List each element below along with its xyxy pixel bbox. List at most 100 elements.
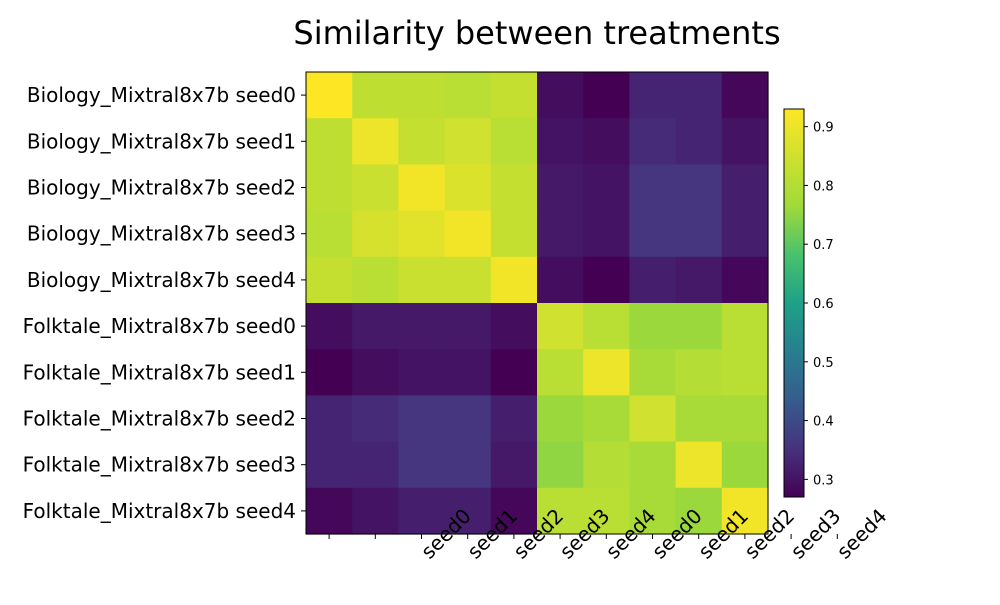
heatmap-cell — [490, 118, 538, 165]
colorbar: 0.3 0.4 0.5 0.6 0.7 0.8 0.9 — [783, 108, 834, 498]
heatmap-cell — [398, 72, 446, 119]
heatmap-cell — [490, 164, 538, 212]
heatmap-cell — [675, 256, 723, 304]
row-label: Biology_Mixtral8x7b seed2 — [27, 176, 296, 200]
heatmap-cell — [352, 72, 399, 119]
heatmap-cell — [352, 395, 399, 443]
row-label: Biology_Mixtral8x7b seed0 — [27, 83, 296, 107]
heatmap-cell — [675, 164, 723, 212]
heatmap-cell — [583, 164, 630, 212]
heatmap-cell — [583, 72, 630, 119]
heatmap-cell — [537, 72, 584, 119]
row-label: Folktale_Mixtral8x7b seed0 — [23, 314, 296, 338]
heatmap-cell — [398, 349, 446, 396]
heatmap-cell — [537, 164, 584, 212]
heatmap-cell — [537, 256, 584, 304]
heatmap-cell — [490, 349, 538, 396]
heatmap-cell — [306, 118, 353, 165]
heatmap-cell — [352, 303, 399, 350]
row-label: Folktale_Mixtral8x7b seed1 — [23, 360, 296, 384]
row-label: Biology_Mixtral8x7b seed3 — [27, 222, 296, 246]
heatmap-cell — [629, 118, 677, 165]
heatmap-cell — [352, 349, 399, 396]
heatmap-cell — [306, 256, 353, 304]
heatmap-cell — [537, 118, 584, 165]
heatmap-cell — [537, 395, 584, 443]
heatmap-cell — [583, 349, 630, 396]
heatmap-cell — [306, 164, 353, 212]
row-label: Biology_Mixtral8x7b seed1 — [27, 129, 296, 153]
heatmap-cell — [490, 72, 538, 119]
heatmap-cell — [490, 303, 538, 350]
row-label: Folktale_Mixtral8x7b seed2 — [23, 407, 296, 431]
heatmap-cell — [629, 487, 677, 535]
heatmap-cell — [490, 256, 538, 304]
heatmap-cell — [629, 441, 677, 489]
heatmap-cell — [675, 118, 723, 165]
heatmap-cell — [444, 118, 492, 165]
heatmap-cell — [537, 349, 584, 396]
x-tick-label: seed4 — [832, 504, 892, 564]
heatmap-cell — [583, 441, 630, 489]
heatmap-cell — [675, 303, 723, 350]
plot-frame — [305, 71, 769, 535]
heatmap-cells — [306, 72, 769, 535]
x-tick-label: seed3 — [786, 504, 846, 564]
row-labels: Biology_Mixtral8x7b seed0 Biology_Mixtral… — [23, 83, 306, 523]
heatmap-cell — [675, 487, 723, 535]
chart-title: Similarity between treatments — [293, 14, 780, 52]
heatmap-cell — [583, 118, 630, 165]
heatmap-cell — [537, 303, 584, 350]
colorbar-tick-label: 0.5 — [813, 356, 834, 371]
heatmap-cell — [721, 118, 769, 165]
heatmap-cell — [629, 72, 677, 119]
heatmap-cell — [721, 487, 769, 535]
heatmap-cell — [721, 210, 769, 258]
heatmap-cell — [675, 349, 723, 396]
heatmap-cell — [537, 210, 584, 258]
heatmap-cell — [721, 72, 769, 119]
heatmap-cell — [444, 164, 492, 212]
heatmap-cell — [306, 441, 353, 489]
heatmap-cell — [306, 395, 353, 443]
heatmap-cell — [352, 441, 399, 489]
heatmap-cell — [721, 349, 769, 396]
colorbar-tick-label: 0.7 — [813, 238, 834, 253]
heatmap-cell — [583, 303, 630, 350]
heatmap-cell — [675, 441, 723, 489]
row-label: Biology_Mixtral8x7b seed4 — [27, 268, 296, 292]
heatmap-cell — [583, 487, 630, 535]
colorbar-tick-label: 0.9 — [813, 121, 834, 136]
heatmap-cell — [629, 303, 677, 350]
heatmap-cell — [398, 118, 446, 165]
heatmap-cell — [444, 72, 492, 119]
heatmap-cell — [629, 210, 677, 258]
heatmap-cell — [306, 303, 353, 350]
heatmap-cell — [444, 303, 492, 350]
heatmap-cell — [352, 487, 399, 535]
heatmap-cell — [629, 349, 677, 396]
heatmap-cell — [444, 349, 492, 396]
heatmap-cell — [398, 395, 446, 443]
heatmap-cell — [675, 72, 723, 119]
heatmap-cell — [306, 349, 353, 396]
heatmap-cell — [398, 164, 446, 212]
heatmap-cell — [721, 164, 769, 212]
heatmap-cell — [537, 487, 584, 535]
heatmap-cell — [675, 210, 723, 258]
heatmap-cell — [721, 441, 769, 489]
heatmap-cell — [398, 256, 446, 304]
heatmap-cell — [398, 487, 446, 535]
heatmap-cell — [675, 395, 723, 443]
heatmap-cell — [352, 164, 399, 212]
row-label: Folktale_Mixtral8x7b seed4 — [23, 499, 296, 523]
colorbar-tick-label: 0.4 — [813, 415, 834, 430]
heatmap-cell — [583, 256, 630, 304]
heatmap-cell — [398, 303, 446, 350]
heatmap-cell — [306, 487, 353, 535]
colorbar-gradient — [784, 109, 804, 497]
heatmap-cell — [490, 395, 538, 443]
heatmap-cell — [721, 303, 769, 350]
